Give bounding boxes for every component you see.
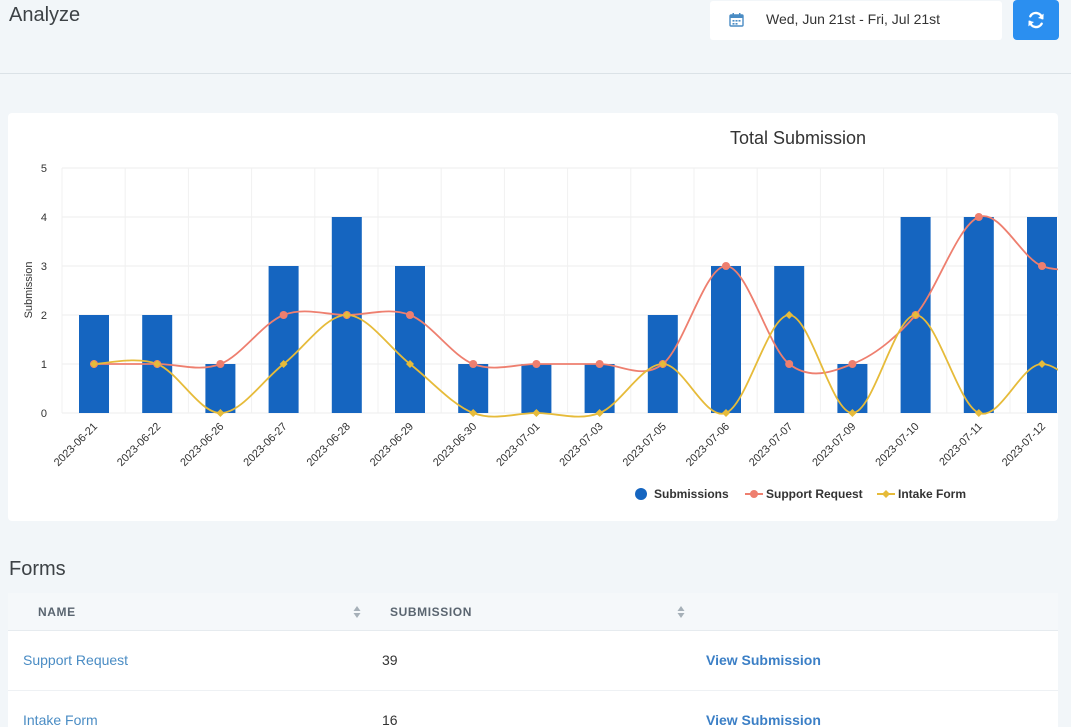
view-submission-link[interactable]: View Submission (706, 652, 821, 668)
point-intake-form (722, 409, 730, 417)
point-intake-form (785, 311, 794, 319)
point-intake-form (911, 311, 920, 319)
x-tick-label: 2023-06-26 (178, 421, 226, 469)
x-tick-label: 2023-06-27 (241, 421, 289, 469)
x-tick-label: 2023-07-06 (684, 421, 732, 469)
point-support-request (216, 360, 225, 368)
x-tick-label: 2023-06-21 (52, 421, 100, 469)
form-name-link[interactable]: Intake Form (23, 712, 98, 727)
legend-label-support-request: Support Request (766, 487, 863, 501)
point-intake-form (342, 311, 351, 319)
y-tick-label: 5 (41, 163, 47, 175)
x-tick-label: 2023-07-01 (494, 421, 542, 469)
calendar-icon (729, 13, 744, 27)
table-row: Intake Form 16 View Submission (8, 691, 1058, 727)
point-intake-form (1038, 360, 1046, 368)
point-support-request (1038, 262, 1046, 270)
bar-submissions (711, 266, 741, 413)
column-header-name[interactable]: NAME (38, 605, 76, 619)
legend-marker-submissions (635, 488, 647, 500)
x-tick-label: 2023-07-10 (873, 421, 921, 469)
legend-marker-intake-form (882, 490, 890, 498)
x-tick-label: 2023-06-30 (431, 421, 479, 469)
chart-canvas: 0 1 2 3 4 5 2023-06-21 2023-06-22 2023-06-26 202… (23, 128, 1058, 501)
table-row: Support Request 39 View Submission (8, 631, 1058, 691)
bar-submissions (963, 217, 994, 413)
refresh-icon (1028, 11, 1044, 29)
chart-title: Total Submission (730, 128, 866, 148)
point-support-request (974, 213, 983, 221)
point-support-request (595, 360, 604, 368)
point-intake-form (469, 409, 478, 417)
point-intake-form (974, 409, 983, 417)
bar-submissions (584, 364, 615, 413)
point-intake-form (595, 409, 604, 417)
y-tick-label: 2 (41, 310, 47, 322)
submission-count: 16 (382, 712, 398, 727)
x-tick-label: 2023-07-03 (557, 421, 605, 469)
point-support-request (532, 360, 541, 368)
y-tick-label: 3 (41, 261, 47, 273)
point-intake-form (848, 409, 857, 417)
total-submission-chart: 0 1 2 3 4 5 2023-06-21 2023-06-22 2023-06-26 202… (8, 113, 1058, 521)
point-intake-form (658, 360, 667, 368)
legend-label-intake-form: Intake Form (898, 487, 966, 501)
bar-submissions (837, 364, 868, 413)
x-tick-label: 2023-07-11 (937, 421, 985, 469)
bar-submissions (268, 266, 299, 413)
point-support-request (279, 311, 288, 319)
sort-icon[interactable] (677, 605, 685, 619)
point-intake-form (216, 409, 225, 417)
point-intake-form (90, 360, 98, 368)
y-tick-label: 4 (41, 212, 47, 224)
refresh-button[interactable] (1013, 0, 1059, 40)
forms-section-title: Forms (9, 558, 66, 580)
x-tick-label: 2023-06-22 (115, 421, 163, 469)
bar-submissions (1027, 217, 1057, 413)
bar-submissions (395, 266, 425, 413)
forms-table: NAME SUBMISSION Support Request 39 View … (8, 593, 1058, 727)
bar-submissions (458, 364, 489, 413)
x-tick-label: 2023-07-05 (621, 421, 669, 469)
x-tick-label: 2023-07-12 (1000, 421, 1048, 469)
point-intake-form (406, 360, 414, 368)
line-intake-form (93, 314, 1058, 418)
view-submission-link[interactable]: View Submission (706, 712, 821, 727)
point-intake-form (153, 360, 162, 368)
bar-submissions (205, 364, 236, 413)
bar-submissions (774, 266, 805, 413)
date-range-text: Wed, Jun 21st - Fri, Jul 21st (766, 11, 941, 27)
page-title: Analyze (9, 4, 81, 26)
y-tick-label: 1 (41, 359, 47, 371)
chart-y-axis-label: Submission (23, 262, 35, 319)
point-intake-form (532, 409, 541, 417)
x-tick-label: 2023-06-28 (305, 421, 353, 469)
point-support-request (406, 311, 414, 319)
point-support-request (785, 360, 794, 368)
x-tick-label: 2023-07-07 (747, 421, 795, 469)
legend-label-submissions: Submissions (654, 487, 729, 501)
sort-icon[interactable] (353, 605, 361, 619)
x-tick-label: 2023-06-29 (368, 421, 416, 469)
bar-submissions (521, 364, 552, 413)
header-divider (0, 73, 1071, 74)
point-support-request (848, 360, 857, 368)
form-name-link[interactable]: Support Request (23, 652, 129, 668)
x-tick-label: 2023-07-09 (810, 421, 858, 469)
column-header-submission[interactable]: SUBMISSION (390, 605, 473, 619)
table-header: NAME SUBMISSION (8, 593, 1058, 631)
date-range-picker[interactable]: Wed, Jun 21st - Fri, Jul 21st (710, 1, 1002, 40)
y-tick-label: 0 (41, 408, 47, 420)
point-support-request (469, 360, 478, 368)
submission-count: 39 (382, 652, 398, 668)
line-support-request (94, 215, 1058, 375)
legend-marker-support-request (750, 490, 758, 498)
point-intake-form (279, 360, 288, 368)
point-support-request (722, 262, 730, 270)
